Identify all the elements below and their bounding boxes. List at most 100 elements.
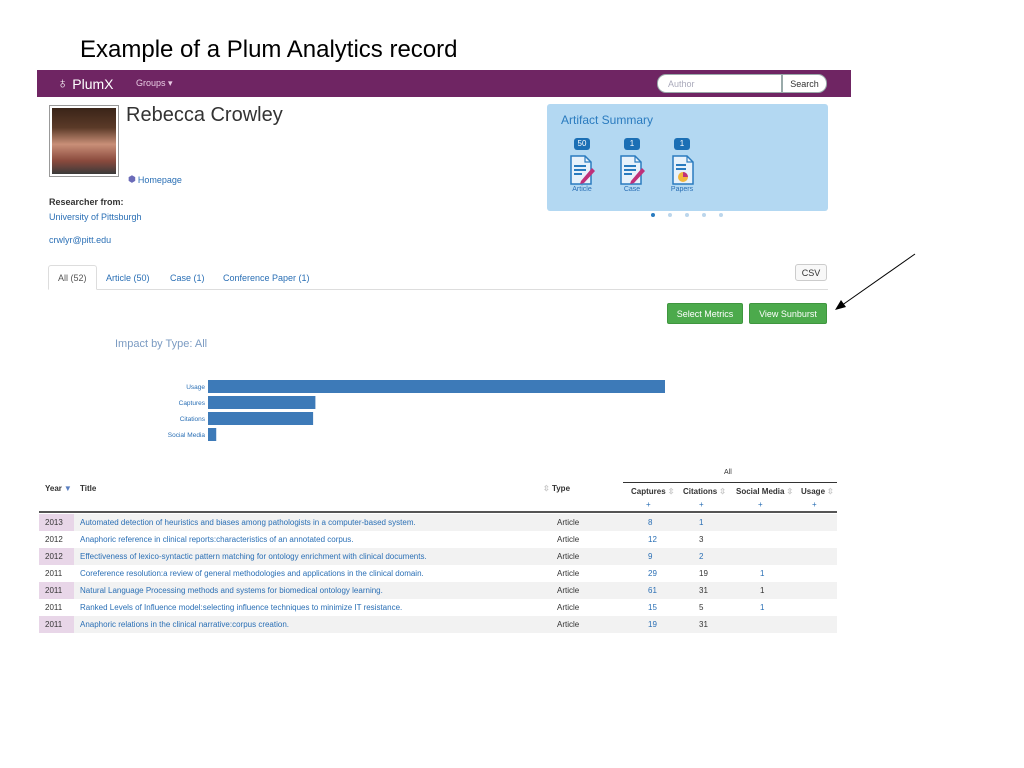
avatar-photo bbox=[52, 108, 116, 174]
view-sunburst-button[interactable]: View Sunburst bbox=[749, 303, 827, 324]
university-link[interactable]: University of Pittsburgh bbox=[49, 212, 142, 222]
cell-captures[interactable]: 19 bbox=[648, 620, 657, 629]
cell-captures[interactable]: 8 bbox=[648, 518, 653, 527]
document-edit-icon bbox=[570, 155, 595, 185]
artifact-summary-panel: Artifact Summary 50 Article 1 Case 1 Pap bbox=[547, 104, 828, 211]
cell-year: 2011 bbox=[39, 616, 74, 633]
cell-title-link[interactable]: Coreference resolution:a review of gener… bbox=[80, 569, 424, 578]
cell-citations: 31 bbox=[699, 586, 708, 595]
sort-icon: ⇳ bbox=[667, 487, 675, 496]
cell-captures[interactable]: 12 bbox=[648, 535, 657, 544]
bar[interactable] bbox=[208, 428, 217, 441]
plumx-logo[interactable]: ♁ PlumX bbox=[57, 74, 113, 93]
artifact-article[interactable]: 50 Article bbox=[562, 133, 602, 193]
select-metrics-button[interactable]: Select Metrics bbox=[667, 303, 743, 324]
top-navbar: ♁ PlumX Groups ▾ Search bbox=[37, 70, 851, 97]
csv-button[interactable]: CSV bbox=[795, 264, 827, 281]
cell-social-media: 1 bbox=[760, 586, 765, 595]
cell-type: Article bbox=[557, 552, 580, 561]
tab-all[interactable]: All (52) bbox=[48, 265, 97, 290]
cell-captures[interactable]: 61 bbox=[648, 586, 657, 595]
bar[interactable] bbox=[208, 412, 314, 425]
cell-type: Article bbox=[557, 586, 580, 595]
cell-type: Article bbox=[557, 535, 580, 544]
column-captures-label: Captures bbox=[631, 487, 666, 496]
column-type[interactable]: ⇳ Type bbox=[541, 484, 570, 493]
homepage-label: Homepage bbox=[137, 174, 182, 185]
expand-citations-icon[interactable]: + bbox=[699, 500, 704, 509]
column-social-media-label: Social Media bbox=[736, 487, 785, 496]
sort-icon: ⇳ bbox=[786, 487, 794, 496]
tab-article[interactable]: Article (50) bbox=[106, 272, 150, 283]
cell-title-link[interactable]: Ranked Levels of Influence model:selecti… bbox=[80, 603, 403, 612]
cell-title-link[interactable]: Anaphoric relations in the clinical narr… bbox=[80, 620, 289, 629]
plum-logo-icon: ♁ bbox=[57, 75, 69, 92]
bar-label: Citations bbox=[180, 416, 206, 423]
column-usage-label: Usage bbox=[801, 487, 826, 496]
cell-citations: 31 bbox=[699, 620, 708, 629]
column-social-media[interactable]: Social Media ⇳ bbox=[736, 487, 793, 496]
cell-captures[interactable]: 15 bbox=[648, 603, 657, 612]
cell-citations: 3 bbox=[699, 535, 704, 544]
researcher-from-label: Researcher from: bbox=[49, 197, 124, 207]
tab-case[interactable]: Case (1) bbox=[170, 272, 205, 283]
cell-type: Article bbox=[557, 569, 580, 578]
group-header-rule bbox=[623, 482, 837, 483]
bar-label: Social Media bbox=[168, 432, 206, 439]
cell-captures[interactable]: 9 bbox=[648, 552, 653, 561]
carousel-dot[interactable] bbox=[719, 213, 723, 217]
cell-citations[interactable]: 1 bbox=[699, 518, 704, 527]
author-search-input[interactable] bbox=[657, 74, 782, 93]
cell-year: 2011 bbox=[39, 582, 74, 599]
cell-captures[interactable]: 29 bbox=[648, 569, 657, 578]
groups-menu[interactable]: Groups ▾ bbox=[136, 78, 173, 88]
artifact-count-badge: 1 bbox=[624, 138, 640, 150]
tab-conference-paper[interactable]: Conference Paper (1) bbox=[223, 272, 310, 283]
cell-citations[interactable]: 2 bbox=[699, 552, 704, 561]
cell-social-media[interactable]: 1 bbox=[760, 603, 765, 612]
cell-year: 2012 bbox=[45, 535, 63, 544]
bar[interactable] bbox=[208, 396, 316, 409]
bar-label: Captures bbox=[179, 400, 206, 407]
bar[interactable] bbox=[208, 380, 665, 393]
cell-title-link[interactable]: Effectiveness of lexico-syntactic patter… bbox=[80, 552, 427, 561]
column-year-label: Year bbox=[45, 484, 62, 493]
homepage-link[interactable]: ⬢ Homepage bbox=[128, 174, 182, 185]
header-divider bbox=[39, 511, 837, 513]
carousel-dot[interactable] bbox=[685, 213, 689, 217]
email-link[interactable]: crwlyr@pitt.edu bbox=[49, 235, 112, 245]
cell-title-link[interactable]: Automated detection of heuristics and bi… bbox=[80, 518, 416, 527]
carousel-dots bbox=[651, 213, 723, 217]
expand-captures-icon[interactable]: + bbox=[646, 500, 651, 509]
metrics-group-header: All bbox=[724, 469, 732, 476]
table-row: 2013 Automated detection of heuristics a… bbox=[39, 514, 837, 531]
table-row: 2012 Effectiveness of lexico-syntactic p… bbox=[39, 548, 837, 565]
carousel-dot[interactable] bbox=[702, 213, 706, 217]
sort-icon: ⇳ bbox=[543, 484, 550, 493]
cell-year: 2012 bbox=[39, 548, 74, 565]
logo-text: PlumX bbox=[72, 75, 114, 92]
cell-citations: 5 bbox=[699, 603, 704, 612]
bar-label: Usage bbox=[186, 384, 205, 391]
artifact-case[interactable]: 1 Case bbox=[612, 133, 652, 193]
column-usage[interactable]: Usage ⇳ bbox=[801, 487, 834, 496]
cell-title-link[interactable]: Natural Language Processing methods and … bbox=[80, 586, 383, 595]
column-citations[interactable]: Citations ⇳ bbox=[683, 487, 726, 496]
carousel-dot[interactable] bbox=[668, 213, 672, 217]
search-button[interactable]: Search bbox=[782, 74, 827, 93]
sort-icon: ⇳ bbox=[827, 487, 834, 496]
column-year[interactable]: Year ▼ bbox=[45, 484, 72, 493]
column-title[interactable]: Title bbox=[80, 484, 97, 493]
cell-social-media[interactable]: 1 bbox=[760, 569, 765, 578]
expand-usage-icon[interactable]: + bbox=[812, 500, 817, 509]
column-captures[interactable]: Captures ⇳ bbox=[631, 487, 674, 496]
cell-title-link[interactable]: Anaphoric reference in clinical reports:… bbox=[80, 535, 354, 544]
artifact-papers[interactable]: 1 Papers bbox=[662, 133, 702, 193]
cell-type: Article bbox=[557, 518, 580, 527]
slide-title: Example of a Plum Analytics record bbox=[80, 36, 458, 63]
column-type-label: Type bbox=[551, 484, 571, 493]
cell-type: Article bbox=[557, 603, 580, 612]
carousel-dot[interactable] bbox=[651, 213, 655, 217]
expand-social-media-icon[interactable]: + bbox=[758, 500, 763, 509]
column-citations-label: Citations bbox=[683, 487, 718, 496]
